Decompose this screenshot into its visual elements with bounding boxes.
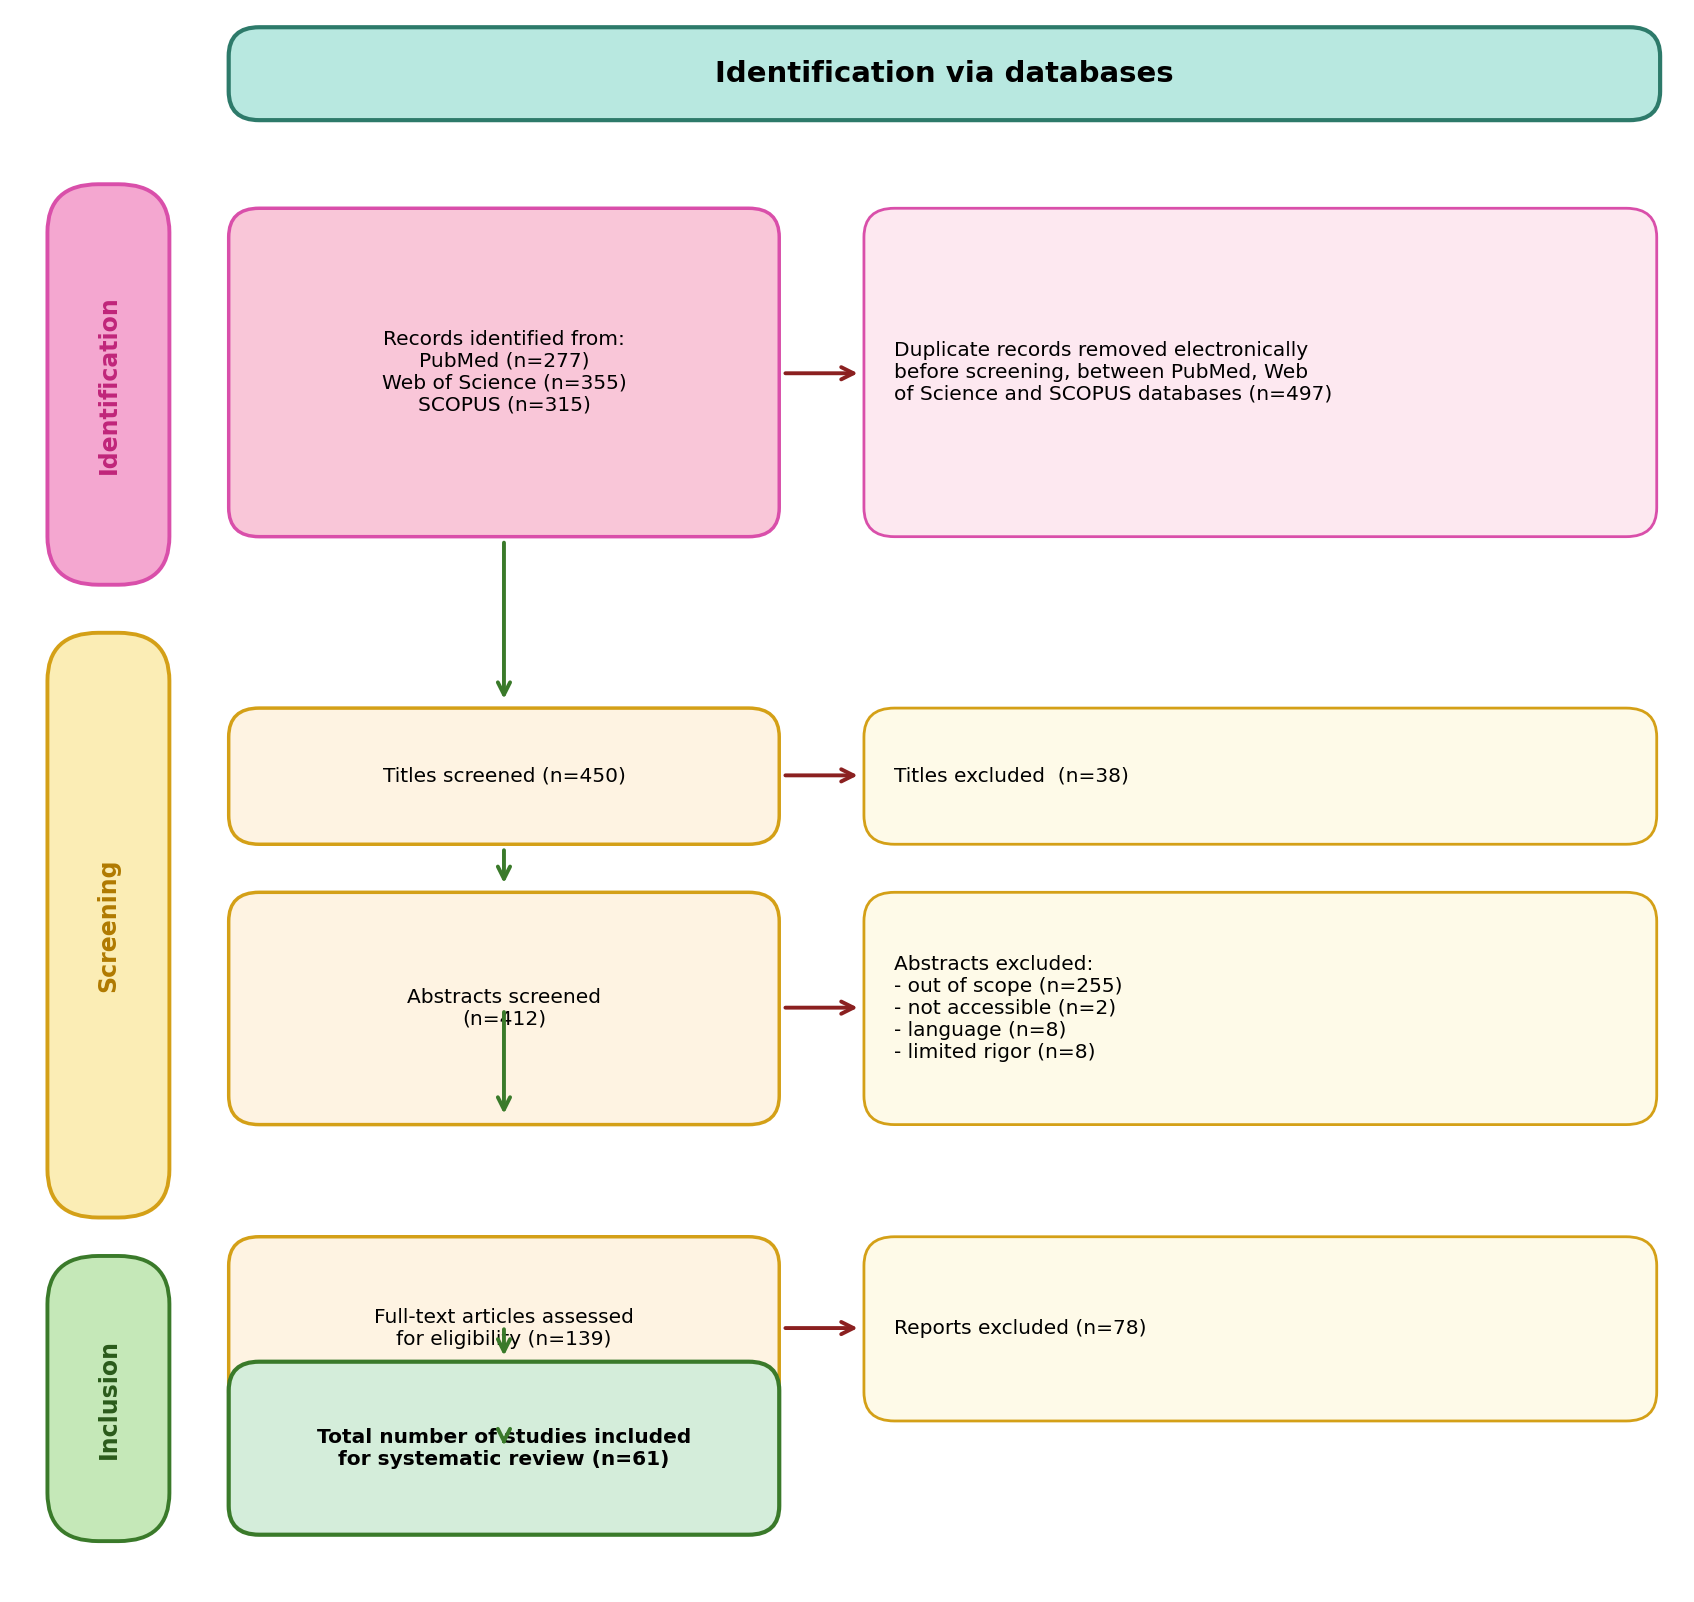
FancyBboxPatch shape (864, 708, 1657, 844)
FancyBboxPatch shape (229, 708, 779, 844)
Text: Records identified from:
PubMed (n=277)
Web of Science (n=355)
SCOPUS (n=315): Records identified from: PubMed (n=277) … (381, 330, 627, 415)
Text: Abstracts screened
(n=412): Abstracts screened (n=412) (407, 988, 601, 1028)
Text: Identification: Identification (97, 295, 120, 474)
Text: Abstracts excluded:
- out of scope (n=255)
- not accessible (n=2)
- language (n=: Abstracts excluded: - out of scope (n=25… (894, 955, 1123, 1062)
FancyBboxPatch shape (47, 633, 169, 1218)
FancyBboxPatch shape (864, 1237, 1657, 1421)
FancyBboxPatch shape (229, 892, 779, 1125)
FancyBboxPatch shape (47, 184, 169, 585)
FancyBboxPatch shape (229, 1362, 779, 1535)
FancyBboxPatch shape (229, 1237, 779, 1421)
Text: Titles excluded  (n=38): Titles excluded (n=38) (894, 767, 1130, 785)
Text: Screening: Screening (97, 859, 120, 992)
Text: Reports excluded (n=78): Reports excluded (n=78) (894, 1320, 1147, 1338)
FancyBboxPatch shape (864, 892, 1657, 1125)
Text: Identification via databases: Identification via databases (715, 59, 1174, 88)
Text: Titles screened (n=450): Titles screened (n=450) (383, 767, 625, 785)
Text: Inclusion: Inclusion (97, 1339, 120, 1458)
FancyBboxPatch shape (47, 1256, 169, 1541)
FancyBboxPatch shape (864, 208, 1657, 537)
FancyBboxPatch shape (229, 208, 779, 537)
Text: Duplicate records removed electronically
before screening, between PubMed, Web
o: Duplicate records removed electronically… (894, 341, 1333, 404)
Text: Total number of studies included
for systematic review (n=61): Total number of studies included for sys… (317, 1427, 691, 1469)
Text: Full-text articles assessed
for eligibility (n=139): Full-text articles assessed for eligibil… (374, 1309, 634, 1349)
FancyBboxPatch shape (229, 27, 1660, 120)
